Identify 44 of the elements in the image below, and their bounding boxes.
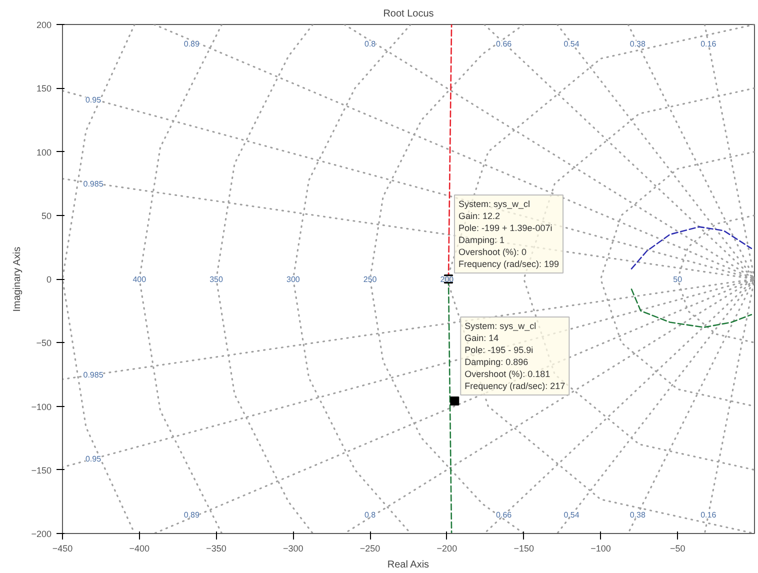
- annotation: 0.89: [184, 40, 200, 49]
- y-tick-label: 150: [36, 84, 52, 94]
- y-tick-label: −150: [31, 465, 52, 476]
- annotation: 0.8: [364, 40, 376, 49]
- annotation: 0.89: [184, 510, 200, 520]
- y-axis-title: Imaginary Axis: [12, 246, 24, 312]
- x-tick-label: −300: [283, 544, 304, 554]
- annotation: 50: [673, 275, 683, 284]
- x-tick-label: −350: [206, 544, 226, 554]
- annotation: 0.54: [564, 40, 580, 49]
- y-tick-label: −50: [36, 338, 52, 348]
- x-tick-label: −150: [514, 544, 534, 554]
- y-tick-label: 200: [36, 20, 52, 30]
- annotation: 0.985: [83, 370, 104, 380]
- y-tick-label: −100: [31, 402, 52, 412]
- annotation: 350: [210, 275, 224, 284]
- x-tick-label: −200: [436, 544, 458, 554]
- annotation: 400: [132, 275, 147, 284]
- x-tick-label: −450: [52, 544, 73, 554]
- x-axis-title: Real Axis: [387, 560, 430, 570]
- x-tick-label: −50: [670, 544, 686, 554]
- annotation: 0.38: [630, 510, 646, 520]
- annotation: 0.16: [700, 40, 717, 49]
- annotation: 0.16: [700, 510, 717, 520]
- x-tick-label: −400: [129, 544, 150, 554]
- annotation: 0.95: [85, 96, 102, 105]
- annotation: 0.985: [83, 180, 104, 189]
- annotation: System: sys_w_cl Gain: 12.2 Pole: -199 + 1.39e-007i Damping: 1 Overshoot (%): 0 Frequency (rad/sec): 199: [458, 199, 560, 269]
- annotation: 0.66: [496, 510, 512, 520]
- x-tick-label: −100: [590, 544, 611, 554]
- annotation: 0.95: [85, 454, 102, 464]
- annotation: 250: [363, 275, 378, 284]
- chart-title: Root Locus: [383, 8, 434, 20]
- annotation: 0.38: [630, 40, 646, 49]
- y-tick-label: 100: [36, 147, 52, 158]
- y-tick-label: −200: [31, 529, 52, 539]
- annotation: 0.8: [364, 510, 376, 520]
- annotation: 0.66: [496, 40, 512, 49]
- y-tick-label: 50: [41, 210, 52, 221]
- annotation: 300: [286, 275, 300, 284]
- x-tick-label: −250: [360, 544, 380, 554]
- annotation: System: sys_w_cl Gain: 14 Pole: -195 - 95.9i Damping: 0.896 Overshoot (%): 0.181 Frequency (rad/sec): 217: [464, 321, 566, 392]
- y-tick-label: 0: [46, 274, 52, 284]
- annotation: 0.54: [564, 510, 580, 520]
